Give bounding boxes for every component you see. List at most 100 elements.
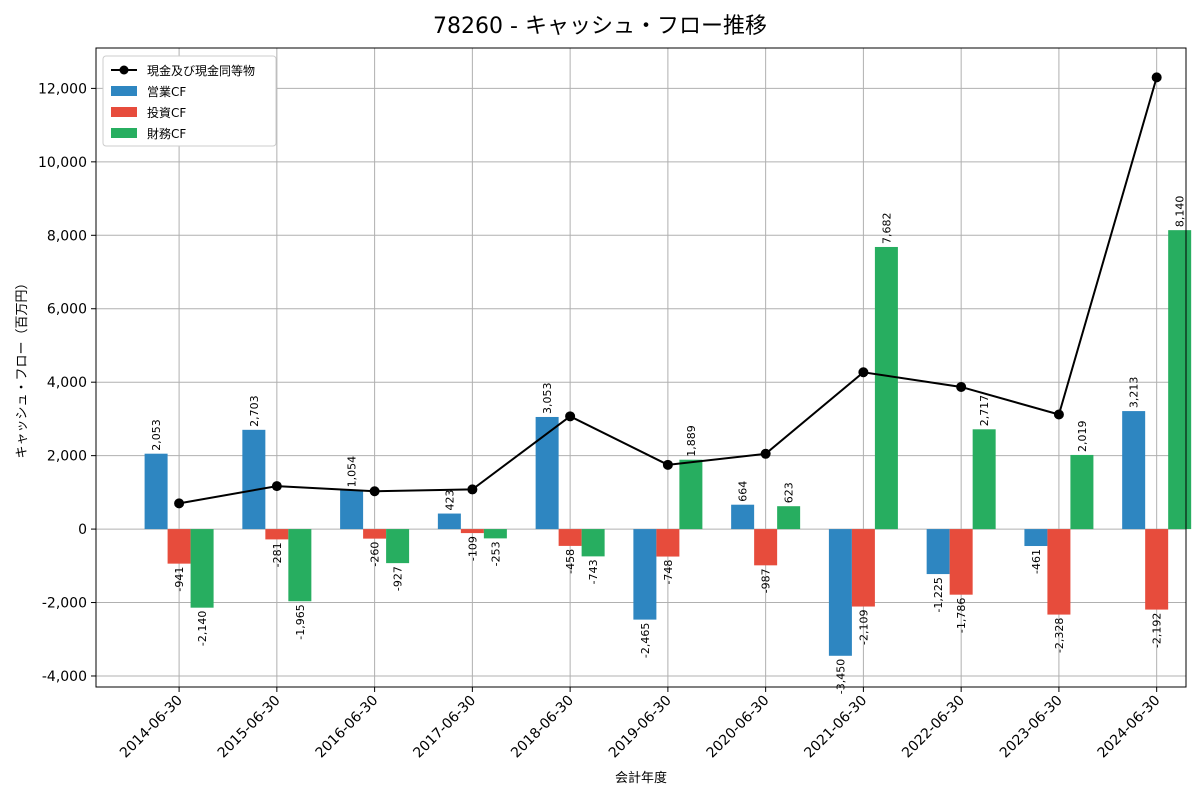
y-tick-label: 2,000 — [47, 449, 87, 465]
y-tick-label: -2,000 — [42, 596, 87, 612]
x-tick-label: 2016-06-30 — [313, 693, 382, 762]
bar-financing — [679, 459, 703, 530]
cash-point — [1053, 409, 1064, 420]
bar-data-label: -941 — [173, 567, 186, 592]
legend-label: 投資CF — [147, 105, 186, 120]
bar-operating — [926, 529, 950, 575]
bar-data-label: -748 — [662, 560, 675, 585]
bar-data-label: 2,703 — [248, 395, 261, 427]
bar-operating — [828, 529, 852, 656]
x-axis-label: 会計年度 — [615, 770, 667, 786]
bar-data-label: -1,786 — [955, 598, 968, 633]
x-tick-label: 2017-06-30 — [410, 693, 479, 762]
y-tick-label: 4,000 — [47, 375, 87, 391]
cash-point — [467, 484, 478, 495]
bar-financing — [483, 529, 507, 539]
bar-financing — [1168, 230, 1192, 530]
bar-data-label: -281 — [271, 542, 284, 567]
cash-point — [760, 448, 771, 459]
bar-data-label: 2,717 — [978, 395, 991, 427]
bar-data-label: 1,889 — [685, 425, 698, 457]
bar-data-label: -1,965 — [294, 604, 307, 639]
bar-operating — [731, 504, 755, 530]
legend-box — [102, 55, 277, 147]
bar-data-label: 623 — [783, 482, 796, 503]
bar-data-label: 3,053 — [541, 382, 554, 414]
bar-data-label: -987 — [760, 568, 773, 593]
bar-data-label: -3,450 — [834, 659, 847, 694]
x-tick-label: 2019-06-30 — [606, 693, 675, 762]
bar-data-label: -458 — [564, 549, 577, 574]
y-tick-label: 8,000 — [47, 228, 87, 244]
bar-investing — [363, 529, 387, 539]
cash-point — [662, 459, 673, 470]
bar-operating — [633, 529, 657, 620]
legend-swatch — [111, 128, 137, 138]
bar-data-label: 1,054 — [346, 456, 359, 488]
cash-point — [858, 367, 869, 378]
x-tick-label: 2021-06-30 — [801, 693, 870, 762]
legend-swatch — [111, 107, 137, 117]
legend-label: 財務CF — [147, 126, 186, 141]
bar-investing — [851, 529, 875, 607]
cash-point — [956, 381, 967, 392]
x-tick-label: 2023-06-30 — [997, 693, 1066, 762]
bar-financing — [777, 506, 801, 530]
y-tick-label: 10,000 — [38, 155, 87, 171]
bar-data-label: -1,225 — [932, 577, 945, 612]
bar-investing — [460, 529, 484, 534]
chart-title: 78260 - キャッシュ・フロー推移 — [433, 14, 767, 39]
legend-label: 営業CF — [147, 85, 186, 99]
x-tick-label: 2020-06-30 — [704, 693, 773, 762]
bar-financing — [386, 529, 410, 564]
bar-data-label: 8,140 — [1174, 196, 1187, 228]
plot-frame — [95, 47, 1187, 688]
x-tick-label: 2022-06-30 — [899, 693, 968, 762]
x-tick-label: 2024-06-30 — [1095, 693, 1164, 762]
bar-data-label: -260 — [369, 542, 382, 567]
bar-investing — [1047, 529, 1071, 615]
bar-investing — [265, 529, 289, 540]
legend-line-marker — [119, 65, 129, 75]
x-tick-label: 2014-06-30 — [117, 693, 186, 762]
bar-financing — [1070, 454, 1094, 530]
x-tick-label: 2015-06-30 — [215, 693, 284, 762]
bar-operating — [242, 429, 266, 530]
legend-swatch — [111, 86, 137, 96]
x-tick-label: 2018-06-30 — [508, 693, 577, 762]
bar-operating — [1122, 411, 1146, 530]
bar-financing — [581, 529, 605, 557]
bar-data-label: 2,053 — [150, 419, 163, 451]
y-tick-label: -4,000 — [42, 669, 87, 685]
bar-data-label: 3,213 — [1128, 377, 1141, 409]
bar-data-label: -743 — [587, 559, 600, 584]
y-tick-label: 6,000 — [47, 302, 87, 318]
cash-point — [565, 411, 576, 422]
bar-data-label: 423 — [443, 490, 456, 511]
bar-investing — [558, 529, 582, 546]
bar-operating — [144, 453, 168, 530]
cash-point — [271, 481, 282, 492]
bar-data-label: 2,019 — [1076, 420, 1089, 452]
bar-operating — [535, 416, 559, 530]
bar-data-label: 664 — [737, 481, 750, 502]
y-axis-label: キャッシュ・フロー（百万円） — [15, 276, 30, 458]
bar-data-label: -2,109 — [857, 610, 870, 645]
bar-operating — [1024, 529, 1048, 547]
cash-point — [1151, 72, 1162, 83]
legend-label: 現金及び現金同等物 — [147, 63, 255, 78]
bar-data-label: -2,192 — [1151, 613, 1164, 648]
bar-operating — [437, 513, 461, 530]
bar-data-label: -253 — [489, 541, 502, 566]
bar-data-label: -2,140 — [196, 611, 209, 646]
bar-investing — [167, 529, 191, 564]
bar-data-label: -461 — [1030, 549, 1043, 574]
bar-data-label: -2,465 — [639, 623, 652, 658]
bar-investing — [949, 529, 973, 595]
cash-point — [369, 486, 380, 497]
bar-financing — [190, 529, 214, 608]
bar-financing — [972, 429, 996, 530]
y-tick-label: 0 — [78, 522, 87, 538]
